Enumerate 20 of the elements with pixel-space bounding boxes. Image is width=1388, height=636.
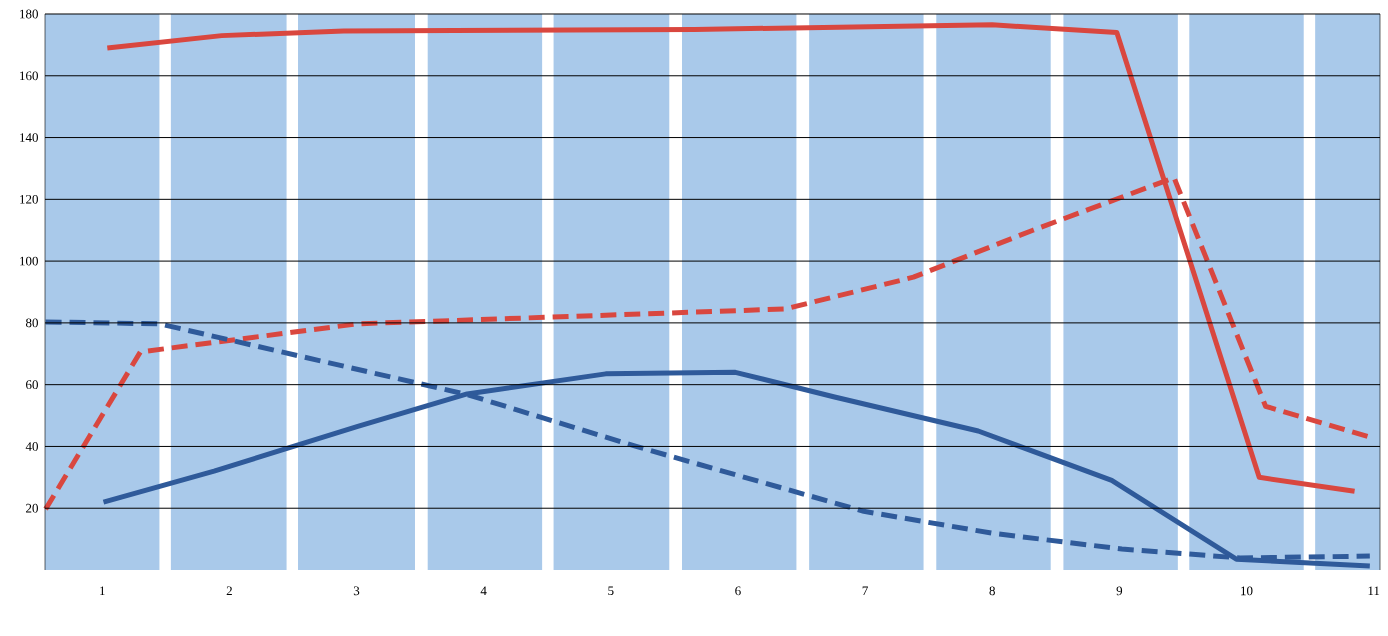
y-tick-label: 60	[26, 380, 38, 390]
x-tick-label: 2	[226, 586, 232, 596]
x-tick-label: 9	[1116, 586, 1123, 596]
y-tick-label: 120	[20, 194, 38, 204]
x-tick-label: 1	[100, 586, 105, 596]
y-tick-label: 20	[26, 503, 38, 513]
x-tick-label: 8	[989, 586, 995, 596]
y-tick-label: 180	[20, 9, 38, 19]
x-tick-label: 5	[608, 586, 614, 596]
x-tick-label: 11	[1368, 586, 1380, 596]
y-tick-label: 140	[20, 133, 38, 142]
x-tick-label: 10	[1241, 586, 1253, 596]
y-tick-label: 160	[20, 71, 38, 81]
x-tick-label: 6	[735, 586, 741, 596]
x-tick-label: 4	[480, 586, 487, 596]
y-tick-label: 40	[25, 442, 38, 451]
x-tick-label: 7	[862, 586, 868, 595]
y-tick-label: 100	[20, 256, 38, 266]
y-tick-label: 80	[25, 318, 38, 328]
x-tick-label: 3	[353, 586, 360, 596]
